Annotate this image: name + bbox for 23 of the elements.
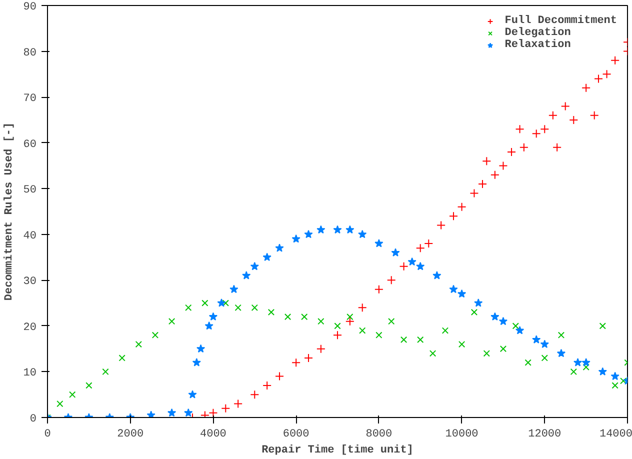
y-axis-title: Decommitment Rules Used [-] [3,122,16,301]
y-tick-label: 20 [23,322,36,334]
x-tick-label: 6000 [282,428,310,440]
y-tick-label: 80 [23,47,36,60]
x-tick-label: 0 [44,428,51,440]
x-tick-label: 4000 [200,428,226,440]
y-tick-label: 60 [23,138,36,151]
x-tick-label: 8000 [366,428,392,440]
y-tick-label: 50 [23,184,36,197]
legend-label: Delegation [504,27,571,39]
x-axis-title: Repair Time [time unit] [262,444,414,456]
y-tick-label: 90 [23,2,36,14]
x-tick-label: 2000 [117,428,144,440]
y-tick-label: 10 [23,368,36,380]
x-tick-label: 12000 [528,428,562,440]
y-tick-label: 70 [23,93,36,106]
y-tick-label: 40 [23,230,36,242]
legend-label: Relaxation [504,39,571,51]
legend-label: Full Decommitment [504,15,617,27]
x-tick-label: 10000 [445,428,478,440]
y-tick-label: 0 [30,414,37,426]
x-tick-label: 14000 [599,428,632,440]
y-tick-label: 30 [23,276,36,288]
